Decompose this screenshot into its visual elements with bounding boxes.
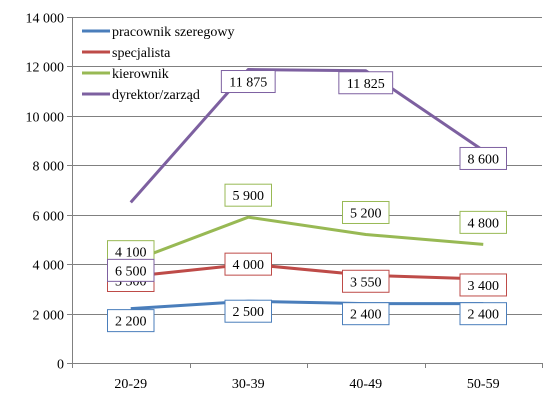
legend-item: specjalista	[82, 46, 171, 61]
data-label-text: 4 800	[468, 216, 500, 231]
y-tick-label: 4 000	[33, 259, 65, 274]
data-label-text: 3 550	[350, 275, 382, 290]
legend-item: kierownik	[82, 67, 169, 82]
data-label: 3 400	[459, 273, 507, 297]
series-line-2	[130, 215, 484, 264]
data-label: 4 800	[459, 210, 507, 234]
legend: pracownik szeregowy specjalista kierownik d…	[82, 25, 234, 103]
data-label-box	[459, 210, 507, 234]
data-label: 3 550	[342, 269, 390, 293]
x-tick-label: 20-29	[114, 377, 147, 392]
data-label-text: 2 400	[468, 308, 500, 323]
y-tick-label: 8 000	[33, 160, 65, 175]
series-line-1	[130, 262, 484, 281]
data-label: 6 500	[107, 258, 155, 282]
data-label-text: 5 200	[350, 206, 382, 221]
y-tick-label: 2 000	[33, 309, 65, 324]
data-label-text: 8 600	[468, 152, 500, 167]
data-label-box	[342, 269, 390, 293]
data-label-text: 11 875	[229, 76, 267, 91]
legend-label: pracownik szeregowy	[112, 25, 234, 40]
data-label-box	[107, 258, 155, 282]
data-label-text: 2 400	[350, 308, 382, 323]
data-label-box	[224, 183, 272, 207]
data-label: 4 000	[224, 252, 272, 276]
data-label-text: 6 500	[115, 264, 147, 279]
y-tick-label: 0	[57, 358, 64, 373]
data-label: 2 400	[342, 302, 390, 326]
legend-label: specjalista	[112, 46, 171, 61]
data-label: 11 825	[338, 71, 394, 95]
data-label: 5 200	[342, 200, 390, 224]
data-label: 2 500	[224, 299, 272, 323]
legend-item: dyrektor/zarząd	[82, 88, 200, 103]
data-label: 5 900	[224, 183, 272, 207]
x-tick-label: 40-49	[349, 377, 382, 392]
y-tick-label: 6 000	[33, 210, 65, 225]
data-label-text: 2 200	[115, 315, 147, 330]
data-label-text: 4 000	[233, 258, 265, 273]
series-line-3	[129, 68, 485, 204]
data-label: 2 200	[107, 309, 155, 333]
data-label-box	[338, 71, 394, 95]
data-label-box	[459, 302, 507, 326]
data-label-box	[220, 70, 276, 94]
y-tick-label: 12 000	[26, 61, 65, 76]
data-label-box	[342, 200, 390, 224]
y-tick-label: 14 000	[26, 12, 65, 27]
series-line-0	[130, 299, 484, 311]
y-tick-label: 10 000	[26, 111, 65, 126]
data-label-text: 11 825	[347, 77, 385, 92]
data-label-text: 5 900	[233, 189, 265, 204]
data-label: 11 875	[220, 70, 276, 94]
data-label-text: 3 400	[468, 279, 500, 294]
data-label-box	[459, 273, 507, 297]
series-lines	[129, 68, 485, 311]
data-label-text: 4 100	[115, 246, 147, 261]
data-label-box	[342, 302, 390, 326]
data-label-text: 2 500	[233, 305, 265, 320]
axes: 0 2 000 4 000 6 000 8 000 10 000 12 000 14 000 2…	[26, 12, 543, 392]
legend-label: dyrektor/zarząd	[112, 88, 200, 103]
data-label: 2 400	[459, 302, 507, 326]
legend-label: kierownik	[112, 67, 169, 82]
data-label: 8 600	[459, 146, 507, 170]
data-label-box	[224, 299, 272, 323]
data-label-box	[224, 252, 272, 276]
legend-item: pracownik szeregowy	[82, 25, 234, 40]
x-tick-label: 30-39	[232, 377, 265, 392]
data-label-box	[459, 146, 507, 170]
data-label-box	[107, 309, 155, 333]
x-tick-label: 50-59	[467, 377, 500, 392]
